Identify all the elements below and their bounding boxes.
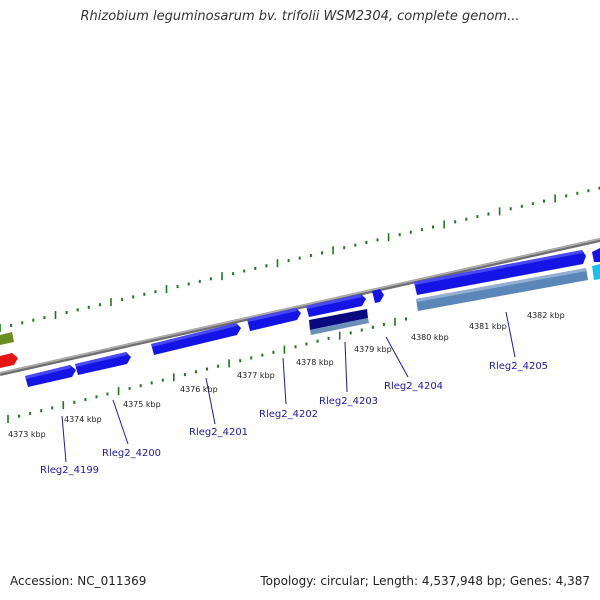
gene-rleg2-4201-feature[interactable]	[151, 323, 241, 355]
kbp-label: 4377 kbp	[237, 371, 275, 380]
gene-label-rleg2-4205: Rleg2_4205	[489, 361, 548, 372]
kbp-label: 4382 kbp	[527, 311, 565, 320]
gene-cyan-partial[interactable]	[592, 264, 600, 280]
gene-rleg2-4204-feature[interactable]	[372, 289, 384, 303]
gene-label-rleg2-4202: Rleg2_4202	[259, 409, 318, 420]
upper-tick-track	[0, 186, 600, 332]
kbp-label: 4374 kbp	[64, 415, 102, 424]
gene-label-rleg2-4199: Rleg2_4199	[40, 465, 99, 476]
lower-tick-track	[7, 317, 407, 423]
kbp-label: 4379 kbp	[354, 345, 392, 354]
gene-rleg2-4200-feature[interactable]	[75, 352, 131, 375]
gene-labels[interactable]: Rleg2_4199 Rleg2_4200 Rleg2_4201 Rleg2_4…	[40, 361, 548, 476]
kbp-label: 4376 kbp	[180, 385, 218, 394]
kbp-label: 4373 kbp	[8, 430, 46, 439]
gene-label-rleg2-4204: Rleg2_4204	[384, 381, 443, 392]
gene-blue-partial-right[interactable]	[592, 248, 600, 262]
gene-label-rleg2-4203: Rleg2_4203	[319, 396, 378, 407]
map-title: Rhizobium leguminosarum bv. trifolii WSM…	[80, 9, 520, 24]
kbp-label: 4378 kbp	[296, 358, 334, 367]
gene-leader-lines	[61, 311, 516, 463]
kbp-label: 4380 kbp	[411, 333, 449, 342]
gene-red-partial[interactable]	[0, 353, 18, 368]
kbp-label: 4381 kbp	[469, 322, 507, 331]
gene-label-rleg2-4200: Rleg2_4200	[102, 448, 161, 459]
gene-label-rleg2-4201: Rleg2_4201	[189, 427, 248, 438]
topology-summary: Topology: circular; Length: 4,537,948 bp…	[260, 574, 590, 588]
genome-backbone	[0, 238, 600, 376]
gene-rleg2-4199-feature[interactable]	[25, 365, 76, 387]
gene-rleg2-4202-feature[interactable]	[247, 308, 301, 331]
kbp-label: 4375 kbp	[123, 400, 161, 409]
kbp-labels: 4373 kbp 4374 kbp 4375 kbp 4376 kbp 4377…	[8, 311, 565, 439]
gene-olive-partial[interactable]	[0, 332, 14, 345]
accession-text: Accession: NC_011369	[10, 574, 147, 588]
gene-rleg2-4203-feature[interactable]	[306, 294, 369, 335]
gene-rleg2-4205-feature[interactable]	[414, 250, 588, 311]
